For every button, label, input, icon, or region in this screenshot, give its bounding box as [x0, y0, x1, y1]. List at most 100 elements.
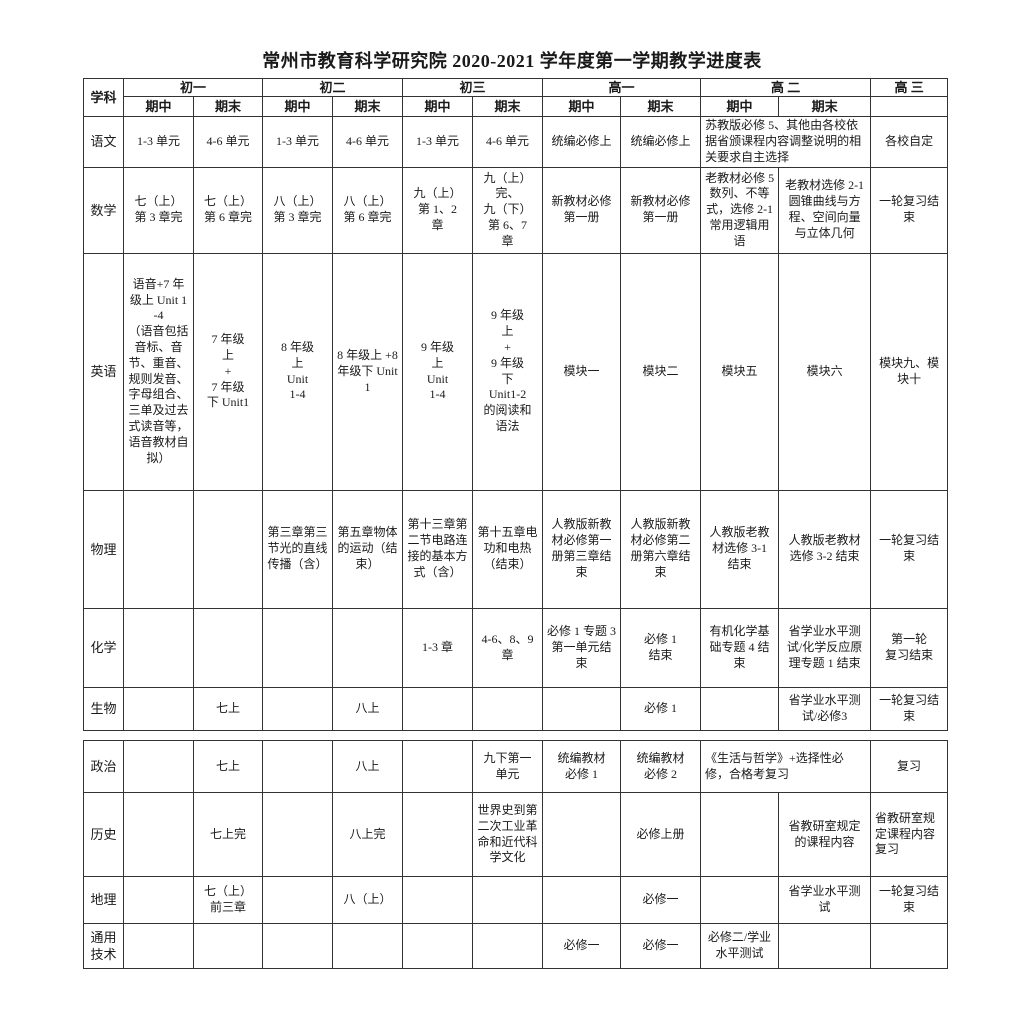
cell [192, 489, 264, 609]
cell [262, 686, 334, 731]
cell [472, 686, 544, 731]
cell [123, 740, 194, 793]
cell [472, 876, 543, 924]
subject-row-english: 英语 语音+7 年级上 Unit 1-4 （语音包括音标、音节、重音、规则发音、… [83, 252, 949, 491]
cell: 必修 1 [620, 686, 702, 731]
grade-header-chu3: 初三 [402, 77, 544, 98]
cell [542, 792, 621, 877]
cell: 必修 1 专题 3 第一单元结束 [542, 607, 622, 688]
subject-row-geography: 地理 七（上） 前三章 八（上） 必修一 省学业水平测试 一轮复习结束 [83, 876, 948, 924]
cell: 七（上） 前三章 [193, 876, 263, 924]
term-header: 期中 [700, 96, 780, 118]
header-row-terms: 期中 期末 期中 期末 期中 期末 期中 期末 期中 期末 [84, 96, 949, 118]
cell [870, 923, 948, 969]
cell: 语音+7 年级上 Unit 1-4 （语音包括音标、音节、重音、规则发音、字母组… [123, 252, 194, 491]
subject-row-history: 历史 七上完 八上完 世界史到第二次工业革命和近代科学文化 必修上册 省教研室规… [83, 792, 948, 877]
subject-label: 历史 [83, 792, 124, 877]
cell: 一轮复习结束 [870, 686, 949, 731]
cell: 第十三章第二节电路连接的基本方式（含） [402, 489, 474, 609]
schedule-table-main: 学科 初一 初二 初三 高一 高 二 高 三 期中 期末 期中 期末 期中 期末… [83, 77, 949, 731]
subject-label: 通用技术 [83, 923, 124, 969]
subject-row-general-technology: 通用技术 必修一 必修一 必修二/学业水平测试 [83, 923, 948, 969]
term-header: 期末 [778, 96, 872, 118]
cell: 8 年级 上 Unit 1-4 [262, 252, 334, 491]
cell [402, 792, 473, 877]
subject-label: 语文 [83, 116, 124, 168]
subject-row-biology: 生物 七上 八上 必修 1 省学业水平测试/必修3 一轮复习结束 [83, 686, 949, 731]
term-header-empty [870, 96, 949, 118]
cell [402, 686, 474, 731]
cell: 人教版老教材选修 3-2 结束 [778, 489, 872, 609]
cell [262, 792, 333, 877]
subject-row-physics: 物理 第三章第三节光的直线传播（含） 第五章物体的运动（结束） 第十三章第二节电… [83, 489, 949, 609]
cell: 人教版老教材选修 3-1 结束 [700, 489, 780, 609]
header-row-grades: 学科 初一 初二 初三 高一 高 二 高 三 [83, 77, 949, 118]
cell: 第三章第三节光的直线传播（含） [262, 489, 334, 609]
cell: 省学业水平测试/必修3 [778, 686, 872, 731]
cell [402, 876, 473, 924]
cell: 必修二/学业水平测试 [700, 923, 779, 969]
term-header: 期中 [542, 96, 622, 118]
cell: 4-6 单元 [332, 116, 404, 168]
cell: 有机化学基础专题 4 结束 [700, 607, 780, 688]
cell: 七（上） 第 6 章完 [192, 166, 264, 254]
cell [542, 876, 621, 924]
cell: 九（上） 完、 九（下） 第 6、7 章 [472, 166, 544, 254]
cell: 新教材必修 第一册 [542, 166, 622, 254]
cell: 省学业水平测试 [778, 876, 871, 924]
cell [332, 607, 404, 688]
term-header: 期中 [123, 96, 194, 118]
schedule-table-secondary: 政治 七上 八上 九下第一 单元 统编教材 必修 1 统编教材 必修 2 《生活… [83, 740, 948, 969]
cell: 1-3 单元 [402, 116, 474, 168]
grade-header-chu1: 初一 [122, 77, 264, 98]
cell: 复习 [870, 740, 948, 793]
cell: 八（上） 第 6 章完 [332, 166, 404, 254]
term-header: 期末 [332, 96, 404, 118]
cell [542, 686, 622, 731]
cell [262, 923, 333, 969]
cell [123, 923, 194, 969]
cell: 必修一 [620, 923, 701, 969]
cell [262, 740, 333, 793]
cell: 老教材选修 2-1 圆锥曲线与方程、空间向量与立体几何 [778, 166, 872, 254]
cell: 必修一 [542, 923, 621, 969]
subject-row-politics: 政治 七上 八上 九下第一 单元 统编教材 必修 1 统编教材 必修 2 《生活… [83, 740, 948, 793]
cell: 4-6、8、9 章 [472, 607, 544, 688]
cell [472, 923, 543, 969]
cell: 统编必修上 [542, 116, 622, 168]
cell: 省学业水平测试/化学反应原理专题 1 结束 [778, 607, 872, 688]
cell [778, 923, 871, 969]
cell [123, 686, 194, 731]
cell: 七（上） 第 3 章完 [123, 166, 194, 254]
grade-header-chu2: 初二 [262, 77, 404, 98]
cell [123, 792, 194, 877]
cell [192, 607, 264, 688]
cell-merged-gao2: 苏教版必修 5、其他由各校依据省颁课程内容调整说明的相关要求自主选择 [700, 116, 872, 168]
cell: 人教版新教材必修第一册第三章结束 [542, 489, 622, 609]
subject-label: 政治 [83, 740, 124, 793]
cell: 9 年级 上 Unit 1-4 [402, 252, 474, 491]
cell: 七上 [193, 740, 263, 793]
subject-label: 化学 [83, 607, 124, 688]
grade-header-gao2: 高 二 [700, 77, 872, 98]
cell [402, 923, 473, 969]
subject-label: 生物 [83, 686, 124, 731]
grade-header-gao3: 高 三 [870, 77, 949, 98]
cell: 8 年级上 +8 年级下 Unit 1 [332, 252, 404, 491]
subject-row-chinese: 语文 1-3 单元 4-6 单元 1-3 单元 4-6 单元 1-3 单元 4-… [83, 116, 949, 168]
cell: 九（上） 第 1、2 章 [402, 166, 474, 254]
cell: 八上 [332, 686, 404, 731]
cell: 新教材必修 第一册 [620, 166, 702, 254]
cell: 八上完 [332, 792, 403, 877]
cell: 必修一 [620, 876, 701, 924]
page-title: 常州市教育科学研究院 2020-2021 学年度第一学期教学进度表 [262, 51, 762, 71]
cell [193, 923, 263, 969]
term-header: 期中 [402, 96, 474, 118]
cell [123, 876, 194, 924]
subject-label: 英语 [83, 252, 124, 491]
cell: 模块二 [620, 252, 702, 491]
cell [402, 740, 473, 793]
subject-label: 地理 [83, 876, 124, 924]
cell: 第五章物体的运动（结束） [332, 489, 404, 609]
subject-row-chemistry: 化学 1-3 章 4-6、8、9 章 必修 1 专题 3 第一单元结束 必修 1… [83, 607, 949, 688]
